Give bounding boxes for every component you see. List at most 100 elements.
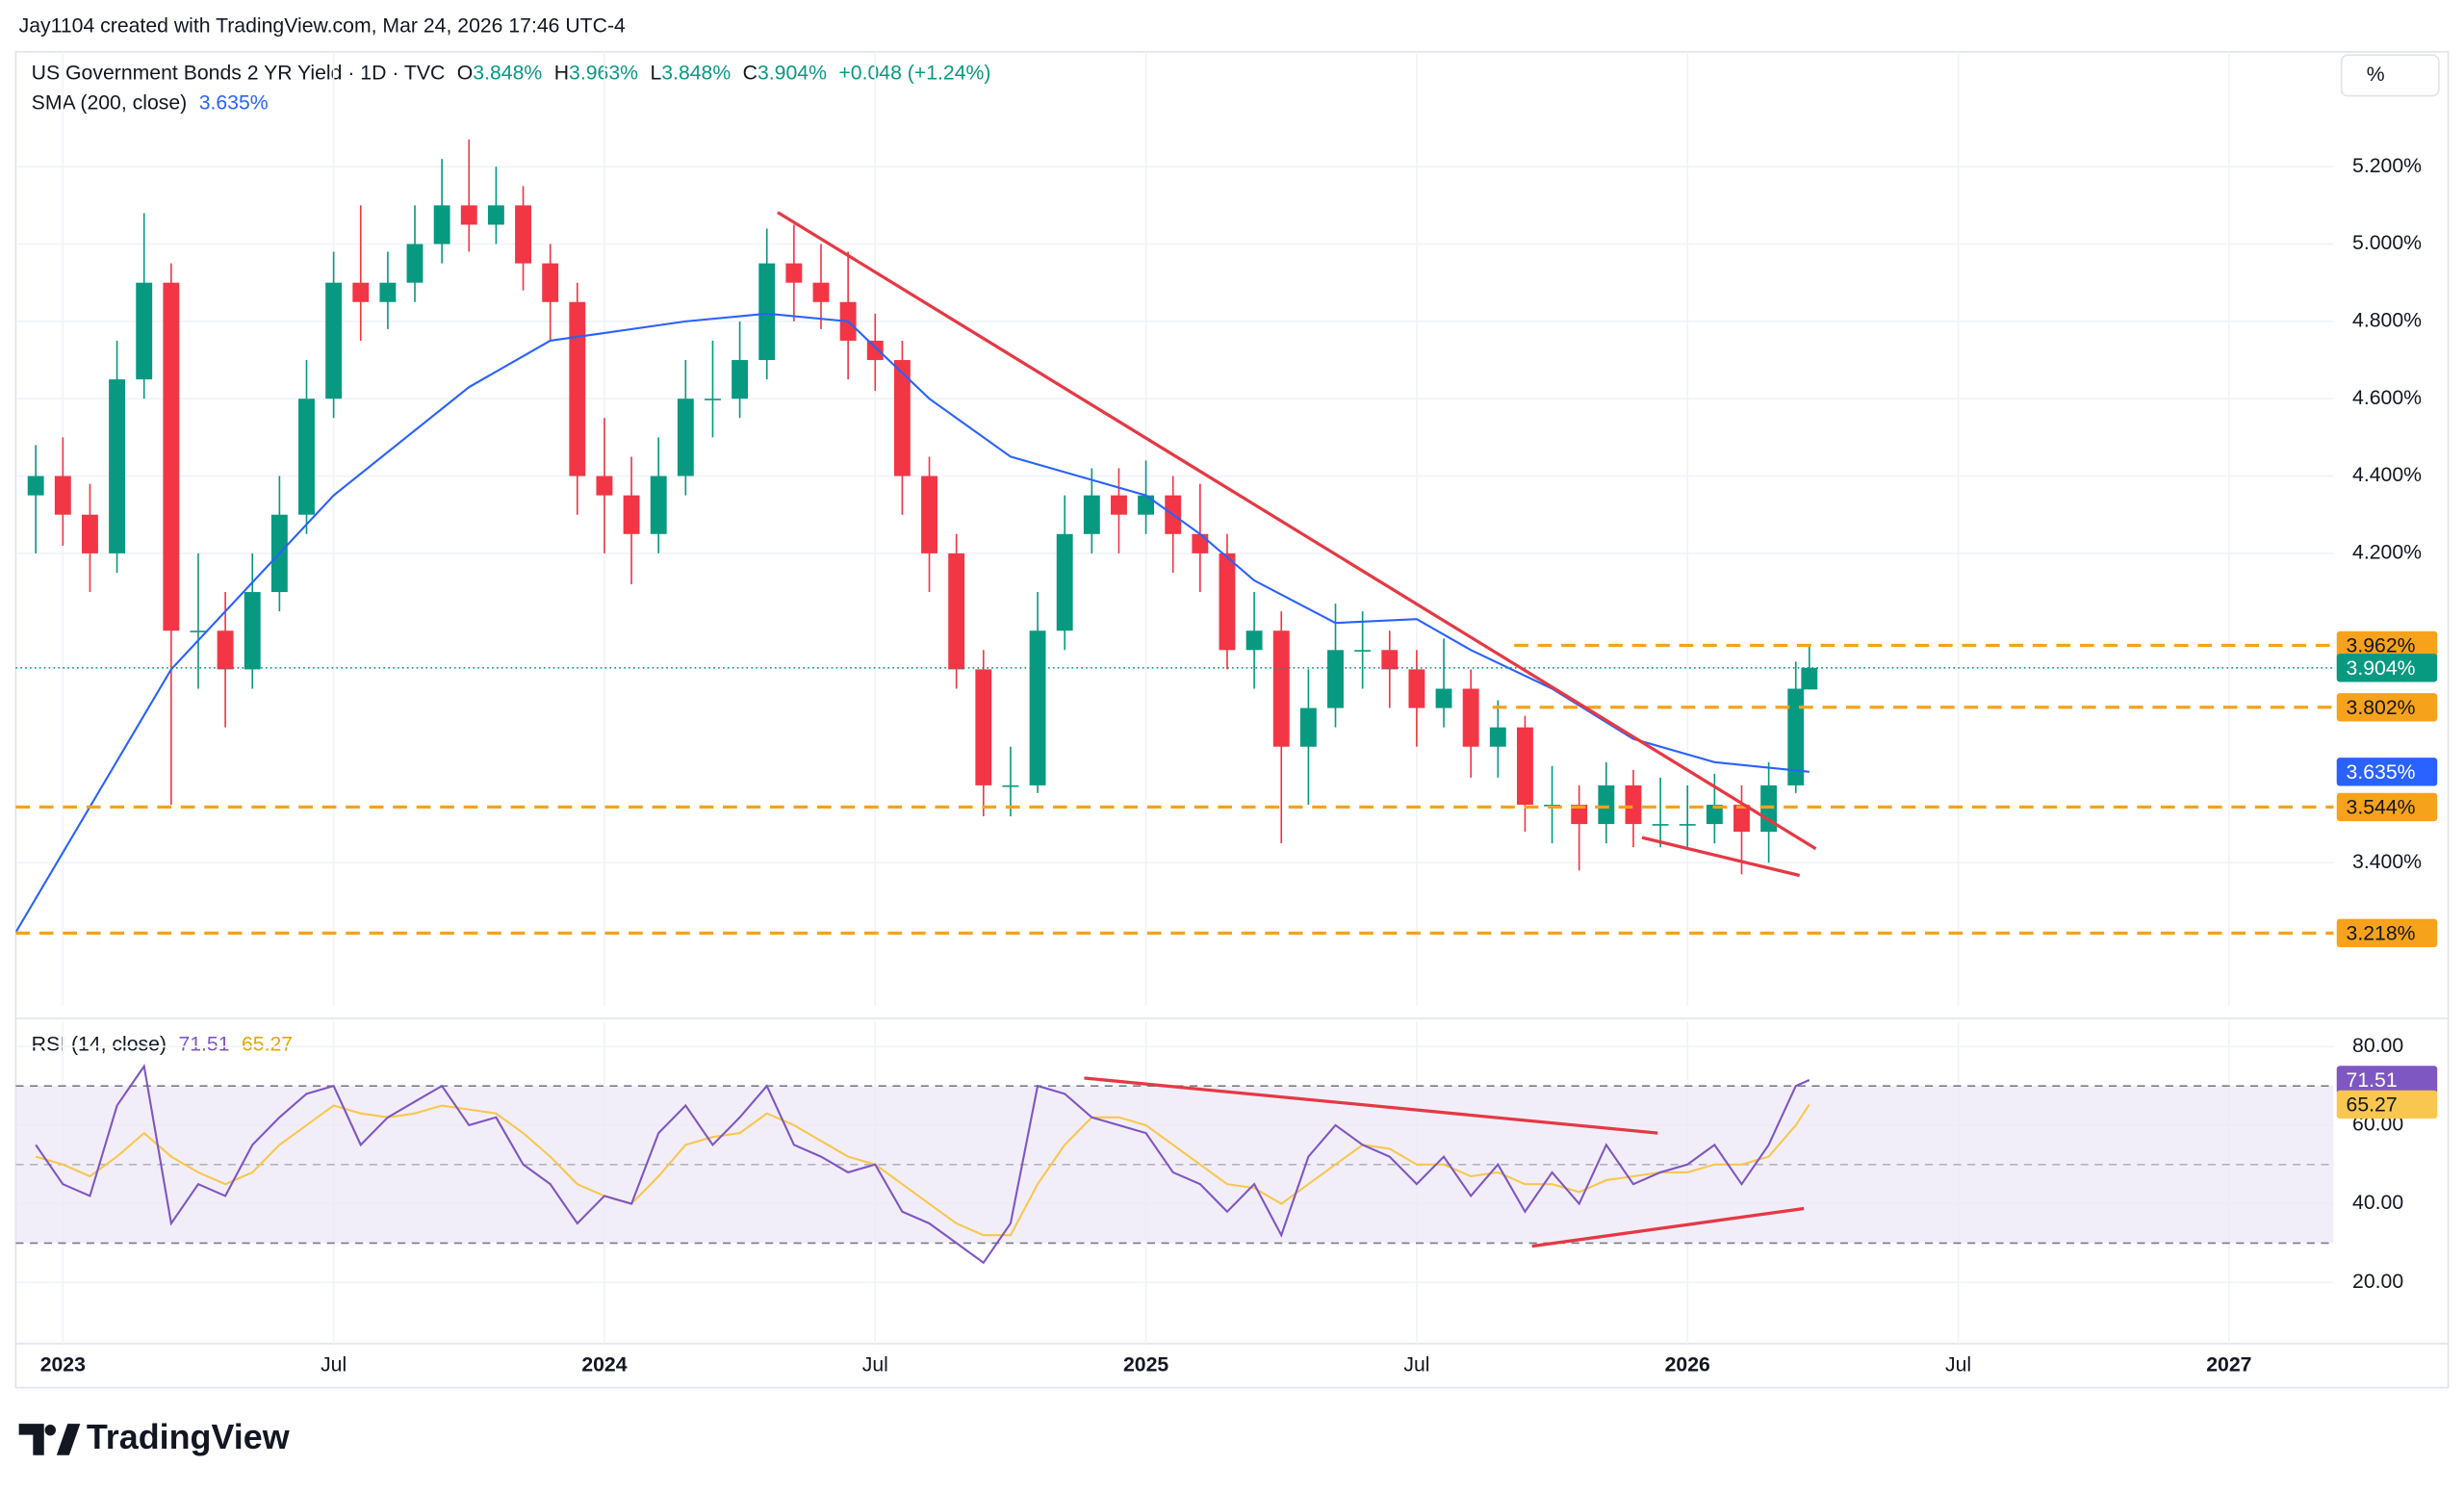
candle-body [1733,804,1750,833]
y-tick-label: 4.400% [2352,464,2422,486]
level-badge-bg [2336,918,2438,948]
chart-frame [14,51,2450,1389]
candle-body [1408,669,1425,708]
legend-h: 3.963% [569,62,638,84]
rsi-ma-value: 65.27 [242,1033,293,1055]
logo-icon [44,1424,56,1436]
candle-body [1219,553,1236,651]
sma-badge: 3.635% [2347,761,2416,784]
trendline [1084,1076,1658,1135]
plot-area [15,140,1818,934]
candle-body [1299,707,1317,747]
y-tick-label: 4.200% [2352,541,2422,563]
x-tick-label: Jul [1403,1353,1429,1376]
attribution: Jay1104 created with TradingView.com, Ma… [19,14,626,37]
level-badge: 3.544% [2347,797,2416,819]
logo-text: TradingView [87,1417,290,1456]
legend-h-label: H [554,62,569,84]
sma-line [15,312,1810,934]
rsi-legend: RSI (14, close) 71.51 65.27 [32,1033,293,1055]
rsi-badge: 65.27 [2347,1094,2398,1117]
candle-body [1192,533,1209,553]
candle-body [325,282,343,399]
x-tick-label: 2025 [1123,1353,1168,1376]
candle-body [1083,495,1100,534]
x-tick-label: Jul [321,1353,346,1376]
legend-c: 3.904% [757,62,827,84]
legend-l-label: L [650,62,661,84]
candle-body [1435,688,1452,708]
y-tick-label: 3.400% [2352,851,2422,873]
price-legend: US Government Bonds 2 YR Yield · 1D · TV… [32,62,991,84]
rsi-title: RSI (14, close) [32,1033,167,1055]
candle-body [893,360,911,476]
sma-legend: SMA (200, close) 3.635% [32,91,269,114]
rsi-line [35,1063,1810,1265]
candle-body [1625,785,1642,825]
candle-body [1381,650,1399,670]
candle-body [1462,688,1479,747]
logo-icon [56,1424,81,1455]
rsi-badge-bg [2336,1090,2438,1119]
level-badge: 3.802% [2347,697,2416,719]
candle-body [54,476,71,515]
candle-body [1002,785,1019,787]
x-tick-label: 2024 [581,1353,627,1376]
sma-title: SMA (200, close) [32,91,188,114]
candle-body [677,399,694,476]
candle-body [866,340,884,361]
sma-badge-bg [2336,758,2438,786]
legend-change: +0.048 (+1.24%) [838,62,990,84]
candle-body [1489,727,1506,747]
y-tick-label: 80.00 [2352,1035,2403,1057]
candle-body [650,476,667,534]
unit-button-label[interactable]: % [2367,64,2385,86]
candle-body [27,476,44,496]
sma-value: 3.635% [199,91,269,114]
legend-o: 3.848% [473,62,542,84]
y-tick-label: 4.600% [2352,387,2422,409]
candle-body [758,263,776,361]
candle-body [732,360,749,399]
candle-body [460,205,477,225]
candle-body [487,205,504,225]
candle-body [596,476,613,496]
last-price-badge-bg [2336,654,2438,682]
unit-button[interactable] [2340,54,2440,97]
candle-body [785,263,803,283]
trendline [777,211,1817,851]
candle-body [705,399,721,400]
level-badge-bg [2336,792,2438,822]
candle-body [352,282,370,302]
candle-body [812,282,830,302]
candle-body [1354,650,1372,652]
candle-body [298,399,315,515]
y-tick-label: 40.00 [2352,1192,2403,1214]
candle-body [433,205,450,244]
candle-body [379,282,397,302]
candle-body [1598,785,1615,825]
rsi-badge: 71.51 [2347,1069,2398,1092]
candle-body [109,379,126,553]
candle-body [1652,824,1669,826]
legend-c-label: C [743,62,757,84]
candle-body [163,282,180,631]
y-tick-label: 5.000% [2352,232,2422,254]
y-tick-label: 4.800% [2352,309,2422,331]
candle-body [1801,667,1818,690]
x-tick-label: Jul [862,1353,888,1376]
x-tick-label: 2026 [1665,1353,1710,1376]
candle-body [82,514,98,553]
trendline [1641,836,1801,878]
candle-body [1571,804,1588,825]
plot-area [15,1063,2334,1265]
candle-body [569,301,586,476]
candle-body [1111,495,1127,515]
rsi-value: 71.51 [178,1033,229,1055]
candle-body [136,282,153,380]
trendline [1531,1206,1805,1248]
level-badge: 3.218% [2347,923,2416,945]
y-tick-label: 60.00 [2352,1114,2403,1136]
